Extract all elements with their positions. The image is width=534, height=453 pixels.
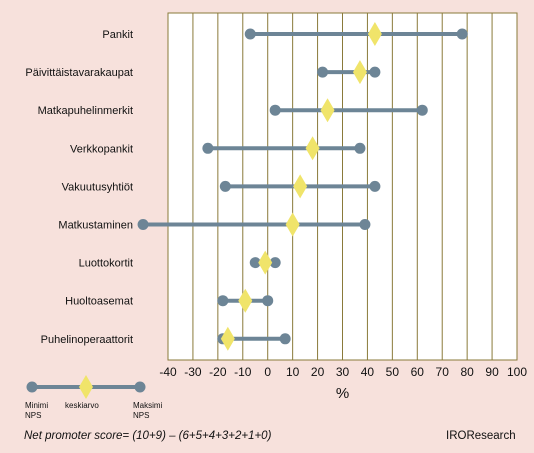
max-marker (262, 295, 274, 307)
average-marker (293, 174, 308, 199)
min-marker (219, 180, 231, 192)
x-tick-label: 50 (386, 365, 400, 379)
legend-max-label-unit: NPS (133, 411, 149, 420)
max-marker (354, 142, 366, 154)
x-tick-label: -20 (209, 365, 227, 379)
min-marker (202, 142, 214, 154)
min-marker (317, 66, 329, 78)
max-marker (279, 333, 291, 345)
x-axis-label: % (336, 385, 349, 402)
category-label: Huoltoasemat (65, 296, 133, 308)
category-label: Vakuutusyhtiöt (62, 181, 133, 193)
nps-formula-footnote: Net promoter score= (10+9) – (6+5+4+3+2+… (24, 430, 272, 442)
legend-max-marker (134, 381, 146, 393)
legend-min-label-unit: NPS (25, 411, 41, 420)
average-marker (367, 22, 382, 46)
legend-max-label: Maksimi (133, 401, 163, 410)
x-tick-label: 0 (264, 365, 271, 379)
x-tick-label: -30 (184, 365, 202, 379)
max-marker (369, 66, 381, 78)
legend-min-label: Minimi (25, 401, 48, 410)
x-tick-label: 100 (507, 365, 527, 379)
x-tick-label: -10 (234, 365, 252, 379)
category-label: Verkkopankit (70, 143, 133, 155)
min-marker (249, 257, 261, 269)
category-label: Puhelinoperaattorit (41, 334, 133, 346)
min-marker (269, 104, 281, 116)
source-label: IROResearch (446, 430, 516, 442)
legend-average-label: keskiarvo (65, 401, 99, 410)
category-label: Pankit (102, 29, 133, 41)
category-label: Päivittäistavarakaupat (25, 67, 133, 79)
max-marker (359, 219, 371, 230)
x-tick-label: 20 (311, 365, 325, 379)
max-marker (369, 180, 381, 192)
legend-min-marker (26, 381, 38, 393)
x-tick-label: 60 (411, 365, 425, 379)
x-tick-label: 80 (460, 365, 474, 379)
min-marker (137, 219, 149, 230)
max-marker (456, 28, 468, 40)
x-tick-label: -40 (159, 365, 177, 379)
average-marker (352, 60, 367, 85)
average-marker (220, 326, 235, 351)
x-tick-label: 90 (485, 365, 499, 379)
average-marker (238, 288, 253, 313)
max-marker (416, 104, 428, 116)
category-label: Matkapuhelinmerkit (38, 105, 133, 117)
x-tick-label: 30 (336, 365, 350, 379)
x-tick-label: 10 (286, 365, 300, 379)
dumbbell-series (137, 22, 468, 351)
average-marker (258, 250, 273, 275)
category-label: Luottokortit (79, 258, 133, 270)
max-marker (269, 257, 281, 269)
legend: Minimi NPS keskiarvo Maksimi NPS (25, 375, 163, 420)
legend-average-marker (79, 375, 93, 399)
average-marker (320, 98, 335, 123)
average-marker (305, 136, 320, 161)
min-marker (217, 295, 229, 307)
category-labels: Pankit Päivittäistavarakaupat Matkapuhelin… (25, 29, 133, 346)
category-label: Matkustaminen (58, 220, 133, 232)
x-tick-labels: -40 -30 -20 -10 0 10 20 30 40 50 60 70 80 90 100 (159, 365, 527, 379)
min-marker (244, 28, 256, 40)
x-tick-label: 40 (361, 365, 375, 379)
average-marker (285, 212, 300, 237)
x-tick-label: 70 (436, 365, 450, 379)
